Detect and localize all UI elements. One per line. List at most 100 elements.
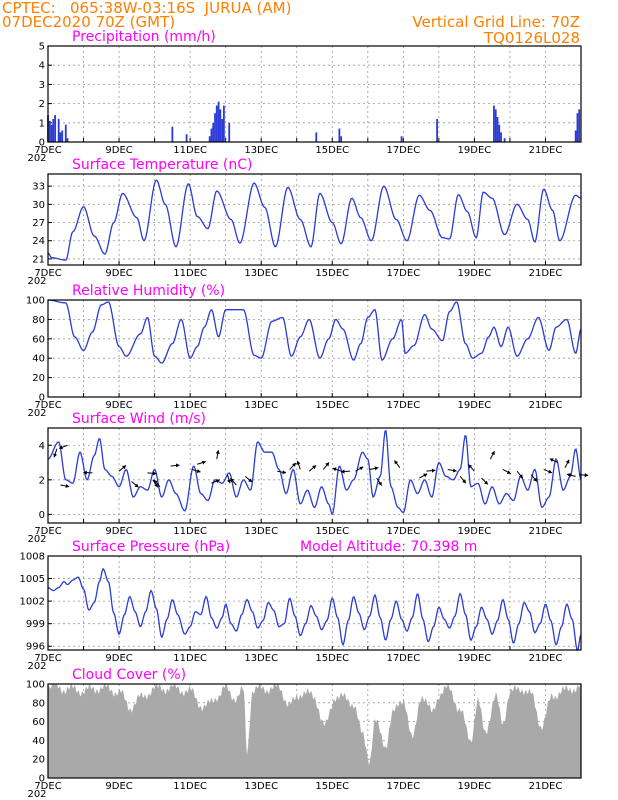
wind-arrow-head xyxy=(152,471,157,476)
wind-arrow-head xyxy=(378,481,382,486)
x-year-stub: 202 xyxy=(27,789,46,800)
precip-bar xyxy=(171,126,174,142)
precip-bar xyxy=(400,136,403,142)
precip-bar xyxy=(315,132,318,142)
precip-bar xyxy=(52,118,55,142)
precip-bar xyxy=(54,115,57,142)
panel-frame xyxy=(47,45,582,143)
wind-arrow-head xyxy=(431,468,436,473)
y-tick-label: 5 xyxy=(39,42,45,53)
x-tick-label: 11DEC xyxy=(173,400,207,411)
precip-bar xyxy=(576,113,579,142)
precip-bar xyxy=(57,118,60,142)
wind-arrow-head xyxy=(325,462,329,467)
header-location: CPTEC: 065:38W-03:16S JURUA (AM) xyxy=(2,0,292,17)
wind-arrow-head xyxy=(462,479,466,484)
wind-arrow-head xyxy=(227,479,231,484)
x-year-stub: 202 xyxy=(27,276,46,287)
x-tick-label: 7DEC xyxy=(34,400,61,411)
wind-arrow-head xyxy=(423,473,428,478)
x-tick-label: 7DEC xyxy=(34,145,61,156)
panel-pres: 996 999 1002 1005 1008 Surface Pressure (hPa)… xyxy=(20,539,582,672)
y-tick-label: 80 xyxy=(32,315,45,326)
wind-arrow-head xyxy=(282,470,286,475)
wind-arrow-head xyxy=(533,477,537,482)
panel-subtitle: Model Altitude: 70.398 m xyxy=(300,539,477,555)
y-tick-label: 0 xyxy=(39,774,45,785)
wind-arrow-head xyxy=(452,468,457,473)
precip-bar xyxy=(221,118,224,142)
wind-arrow-head xyxy=(584,473,589,478)
precip-bar xyxy=(217,101,220,142)
wind-arrow-head xyxy=(359,466,364,471)
precip-bar xyxy=(228,122,231,142)
x-tick-label: 19DEC xyxy=(458,268,492,279)
x-tick-label: 9DEC xyxy=(105,145,132,156)
y-tick-label: 20 xyxy=(32,755,45,766)
wind-arrow-head xyxy=(374,466,379,471)
wind-arrow-head xyxy=(53,453,58,458)
y-tick-label: 1005 xyxy=(20,574,45,585)
precip-bar xyxy=(50,124,53,142)
y-tick-label: 2 xyxy=(39,99,45,110)
x-year-stub: 202 xyxy=(27,153,46,164)
y-tick-label: 999 xyxy=(26,619,45,630)
wind-arrow-head xyxy=(341,469,345,474)
x-tick-label: 9DEC xyxy=(105,781,132,792)
panel-title: Relative Humidity (%) xyxy=(72,283,225,299)
x-tick-label: 19DEC xyxy=(458,526,492,537)
x-tick-label: 19DEC xyxy=(458,145,492,156)
wind-arrow-head xyxy=(153,480,158,484)
y-tick-label: 4 xyxy=(39,61,45,72)
x-year-stub: 202 xyxy=(27,534,46,545)
x-tick-label: 9DEC xyxy=(105,653,132,664)
y-tick-label: 40 xyxy=(32,354,45,365)
precip-bar xyxy=(66,138,69,142)
y-tick-label: 33 xyxy=(32,182,45,193)
precip-bar xyxy=(493,105,495,142)
x-tick-label: 21DEC xyxy=(529,653,563,664)
precip-bar xyxy=(61,130,64,142)
x-tick-label: 7DEC xyxy=(34,781,61,792)
precip-bar xyxy=(210,128,213,142)
x-tick-label: 13DEC xyxy=(244,653,278,664)
x-tick-label: 17DEC xyxy=(386,400,420,411)
x-tick-label: 13DEC xyxy=(244,781,278,792)
precip-bar xyxy=(503,138,506,142)
y-tick-label: 4 xyxy=(39,441,45,452)
x-tick-label: 19DEC xyxy=(458,400,492,411)
x-tick-label: 19DEC xyxy=(458,653,492,664)
wind-arrow-head xyxy=(491,451,495,456)
precip-bar xyxy=(59,132,62,142)
wind-arrow-head xyxy=(484,480,488,485)
y-tick-label: 1008 xyxy=(20,552,45,563)
wind-arrow-head xyxy=(134,483,139,488)
precip-bar xyxy=(340,136,343,142)
panel-frame xyxy=(47,427,582,524)
precip-bar xyxy=(219,109,222,142)
header-date: 07DEC2020 70Z (GMT) xyxy=(2,13,176,31)
wind-arrow-head xyxy=(548,469,552,474)
precip-bar xyxy=(64,124,67,142)
y-tick-label: 2 xyxy=(39,475,45,486)
wind-arrow-head xyxy=(154,483,158,488)
x-tick-label: 15DEC xyxy=(315,526,349,537)
x-tick-label: 9DEC xyxy=(105,400,132,411)
wind-arrow-head xyxy=(215,479,220,483)
panel-precip: 0 1 2 3 4 5 Precipitation (mm/h) 7DEC 9DEC 11DEC 1… xyxy=(27,29,582,164)
y-tick-label: 1 xyxy=(39,118,45,129)
precip-bar xyxy=(574,130,577,142)
x-tick-label: 11DEC xyxy=(173,653,207,664)
x-tick-label: 15DEC xyxy=(315,653,349,664)
panel-frame xyxy=(47,299,582,398)
x-tick-label: 11DEC xyxy=(173,781,207,792)
x-tick-label: 11DEC xyxy=(173,268,207,279)
x-tick-label: 17DEC xyxy=(386,781,420,792)
x-tick-label: 21DEC xyxy=(529,145,563,156)
precip-bar xyxy=(498,124,501,142)
precip-bar xyxy=(496,117,499,142)
panel-frame xyxy=(47,683,582,779)
x-tick-label: 13DEC xyxy=(244,145,278,156)
wind-arrow-head xyxy=(394,460,399,465)
wind-arrow-head xyxy=(65,484,70,488)
